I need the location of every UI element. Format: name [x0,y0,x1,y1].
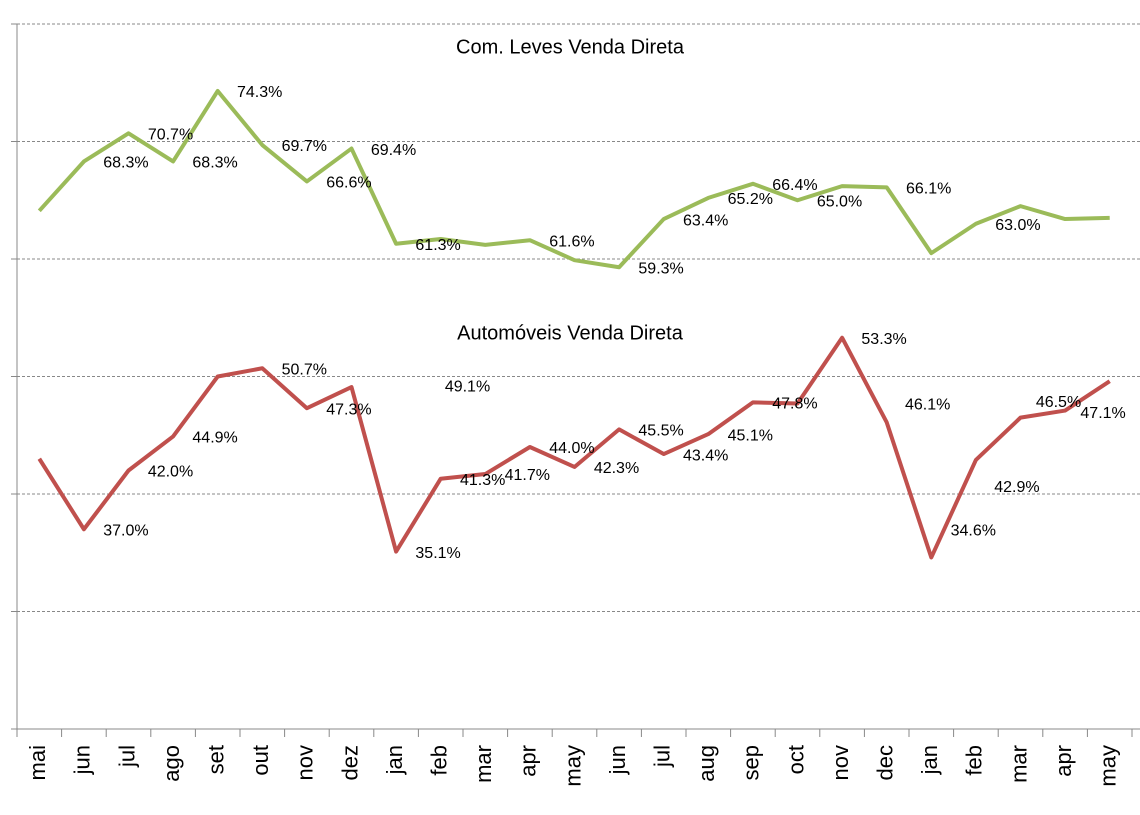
data-label: 42.9% [994,479,1039,496]
data-label: 65.0% [817,193,862,210]
data-label: 68.3% [103,155,148,172]
x-tick-label: apr [1051,745,1076,777]
data-label: 37.0% [103,522,148,539]
data-label: 46.1% [905,397,950,414]
data-label: 47.8% [772,396,817,413]
x-tick-label: nov [293,745,318,780]
data-label: 45.1% [728,427,773,444]
x-tick-label: ago [159,745,184,782]
data-label: 65.2% [728,191,773,208]
data-label: 66.4% [772,177,817,194]
data-label: 69.7% [282,138,327,155]
data-label: 35.1% [415,545,460,562]
data-label: 66.1% [906,181,951,198]
data-label: 47.3% [326,401,371,418]
x-tick-label: nov [828,745,853,780]
x-tick-label: out [248,745,273,776]
data-label: 42.0% [148,464,193,481]
x-tick-label: may [560,745,585,787]
x-tick-label: feb [962,745,987,776]
series-title: Com. Leves Venda Direta [456,36,685,58]
data-label: 34.6% [951,523,996,540]
x-tick-label: jul [114,745,139,768]
data-label: 66.6% [326,175,371,192]
data-label: 63.4% [683,212,728,229]
data-label: 47.1% [1080,405,1125,422]
x-tick-label: jan [382,745,407,775]
data-label: 49.1% [445,378,490,395]
data-label: 50.7% [282,361,327,378]
data-label: 70.7% [148,126,193,143]
data-label: 43.4% [683,447,728,464]
data-label: 59.3% [638,260,683,277]
data-label: 68.3% [192,155,237,172]
x-tick-label: set [204,745,229,774]
x-tick-label: mar [1006,745,1031,783]
data-label: 61.3% [415,237,460,254]
x-tick-label: sep [739,745,764,780]
series-line [37,335,1111,560]
x-tick-label: feb [427,745,452,776]
data-label: 53.3% [861,331,906,348]
x-tick-label: mai [25,745,50,780]
x-tick-label: dec [873,745,898,780]
data-label: 63.0% [995,217,1040,234]
x-tick-label: oct [783,745,808,774]
x-tick-label: may [1096,745,1121,787]
data-label: 69.4% [371,142,416,159]
data-label: 42.3% [594,460,639,477]
data-label: 46.5% [1036,394,1081,411]
x-tick-label: apr [516,745,541,777]
data-label: 44.9% [192,430,237,447]
x-tick-label: jul [650,745,675,768]
data-label: 45.5% [638,423,683,440]
data-label: 44.0% [549,440,594,457]
x-tick-label: jun [605,745,630,775]
series-line [37,88,1110,270]
x-tick-label: aug [694,745,719,782]
data-label: 61.6% [549,233,594,250]
x-tick-label: jun [70,745,95,775]
x-tick-label: dez [337,745,362,780]
x-tick-label: jan [917,745,942,775]
data-label: 41.7% [505,467,550,484]
x-tick-label: mar [471,745,496,783]
data-label: 74.3% [237,84,282,101]
series-title: Automóveis Venda Direta [457,322,684,344]
data-label: 41.3% [460,472,505,489]
